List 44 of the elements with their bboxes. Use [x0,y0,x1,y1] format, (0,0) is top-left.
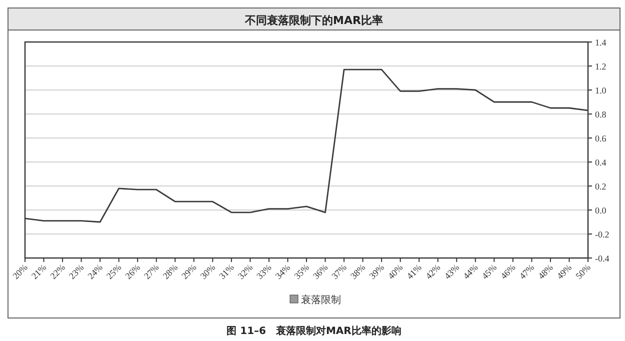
x-tick-label: 29% [180,262,199,282]
x-tick-label: 40% [386,262,406,282]
x-tick-label: 41% [404,262,424,282]
x-tick-label: 32% [236,262,255,282]
x-tick-label: 39% [367,262,386,282]
x-tick-label: 49% [554,262,574,282]
x-tick-label: 35% [292,262,312,282]
x-tick-label: 25% [104,262,124,282]
y-tick-label: 1.0 [595,86,607,96]
x-tick-label: 47% [517,262,536,282]
y-tick-label: 0.8 [595,110,607,120]
chart-title: 不同衰落限制下的MAR比率 [244,14,383,27]
x-tick-label: 42% [424,262,443,282]
y-tick-label: 1.4 [595,38,607,48]
x-tick-label: 38% [348,262,368,282]
x-tick-label: 33% [254,262,274,282]
x-tick-label: 28% [160,262,180,282]
y-tick-label: 0.2 [595,182,606,192]
y-tick-label: 1.2 [595,62,606,72]
x-tick-label: 36% [310,262,330,282]
x-tick-label: 22% [48,262,68,282]
x-tick-label: 34% [273,262,292,282]
x-tick-label: 45% [480,262,499,282]
y-tick-label: 0.6 [595,134,607,144]
x-tick-label: 24% [86,262,105,282]
x-tick-label: 30% [198,262,218,282]
y-tick-label: 0.4 [595,158,607,168]
x-tick-label: 43% [442,262,462,282]
y-tick-label: 0.0 [595,206,607,216]
x-tick-label: 20% [10,262,30,282]
x-tick-label: 48% [536,262,556,282]
y-tick-label: -0.4 [595,254,610,264]
x-tick-label: 37% [330,262,349,282]
x-tick-label: 31% [217,262,236,282]
y-tick-label: -0.2 [595,230,610,240]
x-tick-label: 50% [574,262,593,282]
x-tick-label: 23% [66,262,86,282]
x-tick-label: 46% [498,262,518,282]
x-tick-label: 21% [29,262,49,282]
caption: 图 11–6 衰落限制对MAR比率的影响 [226,325,402,337]
legend-label: 衰落限制 [301,294,341,306]
x-tick-label: 26% [123,262,142,282]
x-tick-label: 27% [142,262,162,282]
x-tick-label: 44% [461,262,480,282]
